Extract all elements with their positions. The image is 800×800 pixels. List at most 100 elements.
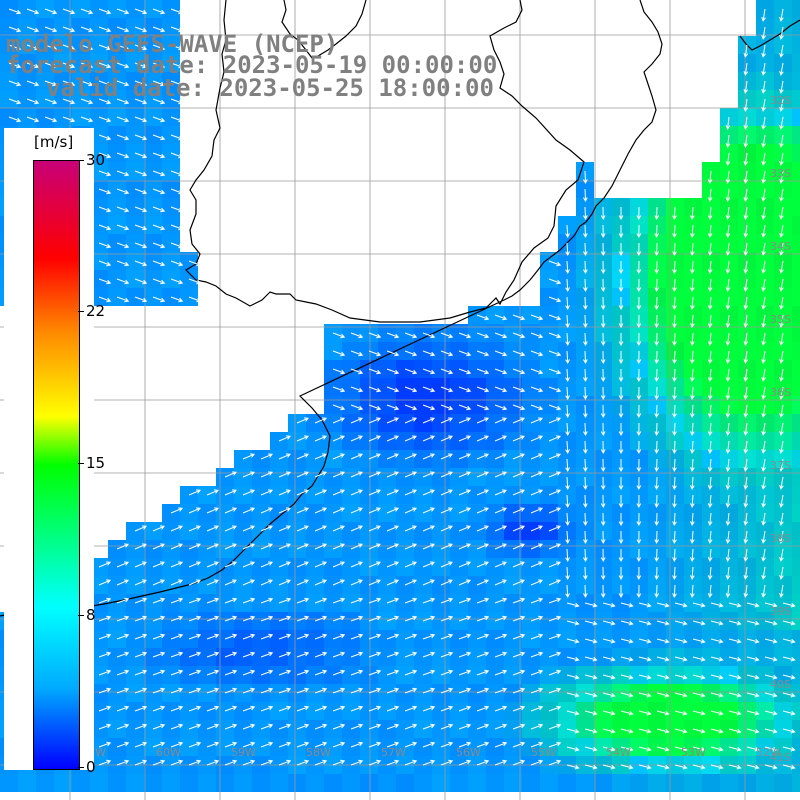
wind-arrow [296, 597, 310, 604]
wind-arrow [583, 314, 588, 329]
wind-arrow [654, 206, 660, 221]
wind-arrow [548, 579, 562, 586]
wind-arrow [152, 152, 166, 159]
wind-cell [792, 594, 800, 612]
wind-arrow [761, 170, 766, 184]
wind-arrow [761, 278, 766, 292]
wind-cell [468, 774, 486, 792]
wind-arrow [134, 633, 148, 640]
wind-arrow [458, 579, 472, 586]
wind-arrow [743, 152, 749, 166]
wind-arrow [494, 687, 508, 694]
wind-arrow [779, 422, 784, 436]
wind-arrow [242, 741, 256, 748]
wind-arrow [134, 579, 148, 586]
wind-arrow [476, 471, 490, 478]
wind-arrow [565, 530, 570, 545]
wind-arrow [332, 350, 346, 357]
wind-arrow [350, 507, 364, 514]
wind-arrow [422, 417, 436, 424]
wind-arrow [188, 669, 202, 676]
wind-cell [396, 774, 414, 792]
wind-arrow [689, 260, 695, 275]
wind-arrow [530, 471, 544, 478]
wind-arrow [332, 507, 346, 514]
wind-arrow [350, 633, 364, 640]
wind-arrow [404, 759, 418, 766]
wind-arrow [440, 435, 454, 442]
wind-arrow [494, 350, 508, 357]
wind-arrow [761, 26, 766, 40]
wind-arrow [692, 710, 706, 716]
wind-arrow [618, 584, 624, 599]
wind-arrow [512, 489, 526, 496]
wind-arrow [494, 597, 508, 604]
wind-arrow [332, 332, 346, 339]
wind-arrow [707, 278, 713, 292]
wind-arrow [583, 350, 588, 365]
wind-arrow [707, 206, 713, 220]
wind-arrow [761, 98, 766, 112]
wind-arrow [26, 44, 40, 51]
wind-arrow [743, 566, 749, 580]
wind-arrow [548, 633, 562, 640]
wind-arrow [746, 692, 760, 698]
wind-arrow [672, 566, 677, 581]
wind-arrow [386, 633, 400, 640]
wind-cell [792, 504, 800, 522]
wind-arrow [116, 543, 130, 550]
wind-arrow [296, 669, 310, 676]
tick-mark [78, 463, 84, 464]
wind-arrow [636, 512, 642, 527]
wind-arrow [548, 314, 562, 321]
wind-arrow [458, 404, 472, 411]
wind-arrow [725, 278, 731, 292]
wind-arrow [296, 507, 310, 514]
wind-arrow [743, 440, 749, 454]
wind-arrow [458, 759, 472, 766]
wind-arrow [116, 687, 130, 694]
wind-arrow [278, 543, 292, 550]
wind-arrow [62, 44, 76, 51]
wind-arrow [530, 489, 544, 496]
wind-arrow [350, 417, 364, 424]
wind-arrow [314, 543, 328, 550]
wind-arrow [206, 705, 220, 712]
wind-arrow [152, 44, 166, 51]
wind-arrow [224, 759, 238, 766]
wind-arrow [134, 260, 148, 267]
wind-arrow [458, 350, 472, 357]
wind-arrow [98, 152, 112, 159]
wind-arrow [548, 597, 562, 604]
wind-arrow [116, 705, 130, 712]
wind-arrow [296, 453, 310, 460]
wind-arrow [600, 224, 606, 239]
wind-arrow [761, 512, 766, 526]
wind-arrow [368, 669, 382, 676]
wind-arrow [512, 543, 526, 550]
wind-arrow [746, 746, 760, 752]
wind-arrow [386, 507, 400, 514]
wind-arrow [476, 404, 490, 411]
wind-arrow [134, 134, 148, 141]
wind-arrow [672, 350, 677, 365]
wind-arrow [440, 350, 454, 357]
wind-cell [630, 774, 648, 792]
wind-arrow [188, 615, 202, 622]
wind-arrow [620, 638, 634, 644]
wind-arrow [278, 633, 292, 640]
wind-arrow [636, 314, 642, 329]
wind-arrow [743, 224, 749, 238]
wind-arrow [565, 512, 570, 527]
wind-arrow [242, 687, 256, 694]
wind-arrow [725, 386, 731, 400]
wind-arrow [404, 489, 418, 496]
wind-arrow [170, 669, 184, 676]
wind-arrow [548, 669, 562, 676]
wind-arrow [620, 602, 634, 608]
wind-arrow [548, 404, 562, 411]
wind-arrow [242, 579, 256, 586]
wind-arrow [584, 620, 598, 626]
wind-arrow [494, 471, 508, 478]
wind-arrow [512, 651, 526, 658]
